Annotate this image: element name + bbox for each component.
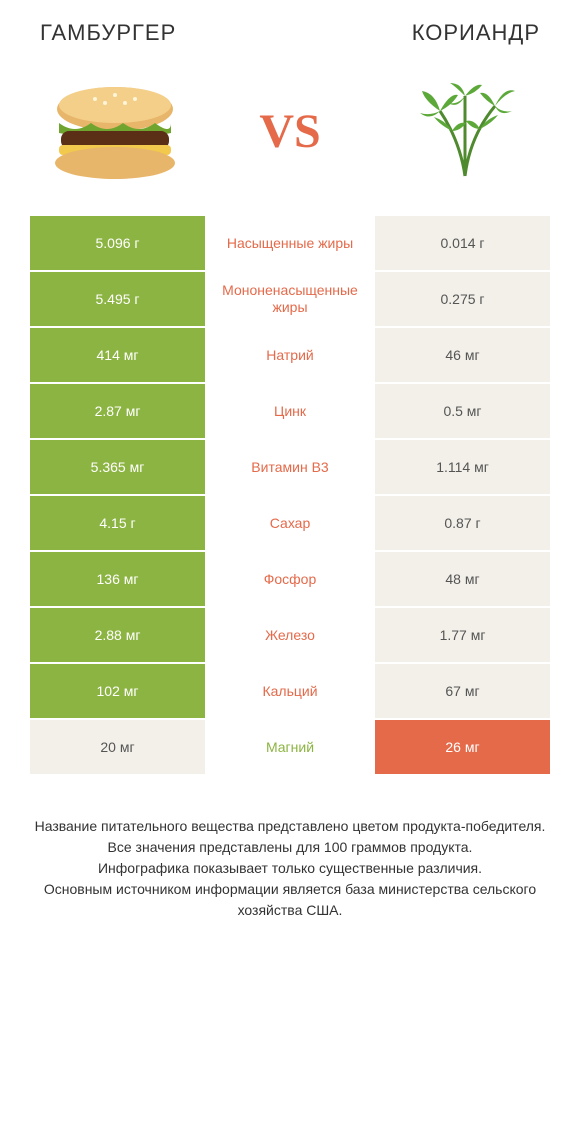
right-value: 1.114 мг (375, 440, 550, 494)
left-value: 5.096 г (30, 216, 205, 270)
nutrient-label: Натрий (205, 328, 375, 382)
vs-row: VS (0, 56, 580, 216)
table-row: 5.365 мгВитамин B31.114 мг (30, 440, 550, 496)
left-value: 414 мг (30, 328, 205, 382)
nutrient-label: Цинк (205, 384, 375, 438)
table-row: 5.495 гМононенасыщенные жиры0.275 г (30, 272, 550, 328)
coriander-image (390, 76, 540, 186)
left-value: 5.495 г (30, 272, 205, 326)
nutrient-label: Насыщенные жиры (205, 216, 375, 270)
left-value: 5.365 мг (30, 440, 205, 494)
nutrient-label: Мононенасыщенные жиры (205, 272, 375, 326)
table-row: 102 мгКальций67 мг (30, 664, 550, 720)
table-row: 4.15 гСахар0.87 г (30, 496, 550, 552)
right-value: 0.275 г (375, 272, 550, 326)
table-row: 2.87 мгЦинк0.5 мг (30, 384, 550, 440)
nutrient-label: Железо (205, 608, 375, 662)
nutrient-label: Магний (205, 720, 375, 774)
right-value: 67 мг (375, 664, 550, 718)
comparison-header: ГАМБУРГЕР КОРИАНДР (0, 0, 580, 56)
left-value: 4.15 г (30, 496, 205, 550)
footer-line: Инфографика показывает только существенн… (30, 858, 550, 879)
footer-line: Все значения представлены для 100 граммо… (30, 837, 550, 858)
nutrient-label: Сахар (205, 496, 375, 550)
table-row: 136 мгФосфор48 мг (30, 552, 550, 608)
right-value: 1.77 мг (375, 608, 550, 662)
left-product-title: ГАМБУРГЕР (40, 20, 176, 46)
right-value: 48 мг (375, 552, 550, 606)
left-value: 102 мг (30, 664, 205, 718)
burger-image (40, 76, 190, 186)
left-value: 136 мг (30, 552, 205, 606)
nutrient-label: Фосфор (205, 552, 375, 606)
left-value: 2.87 мг (30, 384, 205, 438)
vs-label: VS (259, 104, 320, 159)
right-product-title: КОРИАНДР (412, 20, 540, 46)
footer-line: Название питательного вещества представл… (30, 816, 550, 837)
right-value: 46 мг (375, 328, 550, 382)
right-value: 26 мг (375, 720, 550, 774)
left-value: 2.88 мг (30, 608, 205, 662)
right-value: 0.87 г (375, 496, 550, 550)
nutrient-label: Витамин B3 (205, 440, 375, 494)
nutrient-label: Кальций (205, 664, 375, 718)
footer-notes: Название питательного вещества представл… (0, 776, 580, 921)
table-row: 20 мгМагний26 мг (30, 720, 550, 776)
table-row: 2.88 мгЖелезо1.77 мг (30, 608, 550, 664)
right-value: 0.5 мг (375, 384, 550, 438)
footer-line: Основным источником информации является … (30, 879, 550, 921)
table-row: 5.096 гНасыщенные жиры0.014 г (30, 216, 550, 272)
table-row: 414 мгНатрий46 мг (30, 328, 550, 384)
left-value: 20 мг (30, 720, 205, 774)
right-value: 0.014 г (375, 216, 550, 270)
nutrient-table: 5.096 гНасыщенные жиры0.014 г5.495 гМоно… (0, 216, 580, 776)
